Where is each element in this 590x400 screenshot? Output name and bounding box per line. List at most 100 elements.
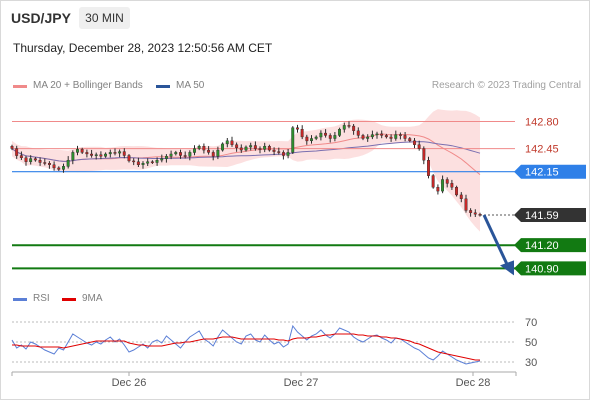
candle-down [253,145,257,149]
candle-down [422,148,426,161]
candle-up [319,132,323,138]
candle-up [62,166,65,170]
candle-up [118,151,122,154]
candle-down [230,140,234,145]
candle-down [272,149,276,152]
legend-rsi: RSI [13,293,73,307]
candle-up [75,149,79,153]
candle-down [258,148,262,150]
legend-9ma-label: 9MA [82,293,103,304]
candle-down [235,144,239,148]
candle-down [328,135,332,139]
candle-down [380,133,384,136]
candle-down [33,158,37,161]
candle-down [10,145,14,149]
candle-down [207,149,211,153]
symbol-title: USD/JPY [11,10,71,26]
candle-up [141,162,145,165]
level-141-20-label: 141.20 [525,240,559,252]
candle-up [366,136,370,139]
candle-up [29,158,33,162]
candle-down [399,134,402,136]
candle-up [164,156,168,159]
candle-down [132,160,136,163]
candle-up [314,136,318,139]
candle-up [249,145,253,148]
candle-up [310,138,313,141]
candle-up [394,134,398,139]
level-142-45-label: 142.45 [525,144,559,156]
candle-up [333,135,337,139]
level-142-15-tag [514,164,586,179]
candle-down [469,210,473,213]
candle-up [375,133,379,136]
legend-ma20-swatch [13,85,27,88]
candle-up [263,145,267,150]
rsi-tick-50: 50 [525,337,537,349]
legend-ma20-label: MA 20 + Bollinger Bands [33,80,143,91]
candle-down [19,155,23,158]
candle-up [370,134,374,138]
level-141-59-tag [514,208,586,223]
x-label-dec-26: Dec 26 [112,377,147,389]
candle-up [169,153,173,157]
candle-down [202,145,206,151]
candle-up [197,145,201,149]
legend-rsi-swatch [13,298,27,301]
x-label-dec-28: Dec 28 [456,377,491,389]
level-141-20-tag [514,238,586,253]
legend-ma50-swatch [156,85,170,88]
candle-up [221,143,225,151]
candle-up [108,152,112,155]
candle-down [239,147,243,151]
legend-9ma: 9MA [62,293,122,307]
candle-down [127,155,131,162]
level-142-80-label: 142.80 [525,117,559,129]
legend-ma50: MA 50 [156,80,226,94]
candle-down [413,140,416,145]
candle-down [361,135,365,139]
rsi-ma9-line [12,333,480,361]
candle-up [94,154,98,156]
candle-up [441,179,444,192]
candle-down [478,214,482,216]
candle-down [417,144,421,149]
candle-down [427,159,430,176]
candle-down [183,155,187,157]
candle-down [113,152,117,154]
candle-down [408,138,412,141]
forecast-arrow-head [500,260,514,276]
candle-down [57,167,61,170]
candle-down [389,136,393,139]
candle-down [473,212,477,215]
level-141-59-label: 141.59 [525,210,559,222]
candle-up [291,127,295,153]
candle-up [216,149,220,157]
candle-up [155,159,159,163]
candle-down [38,159,42,163]
candle-up [225,140,229,145]
candle-down [450,183,454,188]
candle-down [459,194,463,199]
candle-up [188,152,192,157]
timeframe-badge[interactable]: 30 MIN [79,7,130,29]
candle-down [431,175,435,188]
x-label-dec-27: Dec 27 [284,377,319,389]
candle-down [85,152,89,155]
candle-up [174,152,178,155]
candle-down [24,157,28,162]
candle-down [282,152,285,156]
candle-down [277,151,281,153]
candle-down [150,161,154,163]
candle-up [338,128,341,136]
candle-down [347,125,351,127]
chart-datetime: Thursday, December 28, 2023 12:50:56 AM … [13,41,273,55]
rsi-tick-70: 70 [525,317,537,329]
candle-down [99,154,103,157]
candle-down [324,132,327,136]
ma50-line [11,141,481,162]
candle-up [71,152,75,161]
candle-down [80,149,84,153]
candle-down [384,135,388,138]
